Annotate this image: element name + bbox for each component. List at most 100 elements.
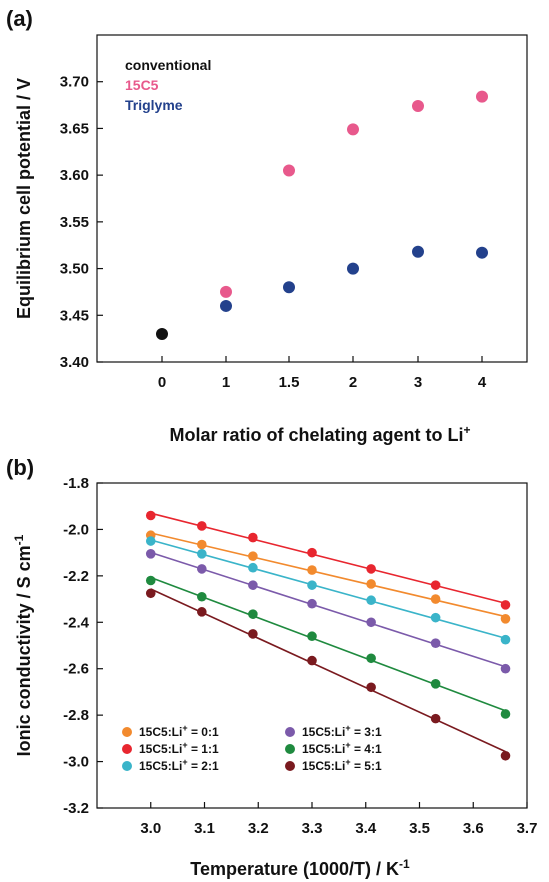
y-tick-label: -2.4 xyxy=(63,614,90,631)
data-point xyxy=(197,539,207,550)
fit-line xyxy=(150,512,506,605)
data-point xyxy=(366,564,376,574)
x-axis-label-main: Molar ratio of chelating agent to Li xyxy=(169,425,463,445)
y-tick-label: -2.6 xyxy=(63,661,89,678)
data-point xyxy=(366,617,376,628)
panel-label-a: (a) xyxy=(6,6,33,31)
x-tick-label: 3.2 xyxy=(248,820,269,837)
x-tick-label: 3.1 xyxy=(194,820,215,837)
y-tick-label: 3.40 xyxy=(60,354,89,371)
data-point xyxy=(307,565,317,575)
x-tick-label: 4 xyxy=(478,374,487,391)
data-point xyxy=(197,607,207,617)
data-point xyxy=(145,536,156,546)
y-tick-label: -3.2 xyxy=(63,800,89,817)
data-point xyxy=(248,562,258,573)
data-point xyxy=(366,579,376,589)
legend-entry: Triglyme xyxy=(125,97,183,113)
data-point xyxy=(248,551,258,561)
data-point xyxy=(430,594,441,604)
legend-entry-prefix: 15C5:Li xyxy=(302,725,345,739)
y-tick-label: 3.45 xyxy=(60,307,89,324)
legend-entry: 15C5:Li+ = 0:1 xyxy=(139,723,219,739)
legend-entry-suffix: = 3:1 xyxy=(351,725,382,739)
data-point xyxy=(197,549,207,559)
data-point xyxy=(430,580,441,590)
y-tick-label: 3.70 xyxy=(60,74,89,91)
x-axis-label: Molar ratio of chelating agent to Li+ xyxy=(169,423,470,445)
x-tick-label: 3.5 xyxy=(409,820,430,837)
legend-entry-prefix: 15C5:Li xyxy=(302,759,345,773)
fit-line xyxy=(150,539,506,639)
data-point xyxy=(500,600,511,610)
x-tick-label: 0 xyxy=(158,374,166,391)
data-point-conventional xyxy=(156,327,168,340)
data-point xyxy=(145,510,156,521)
data-point xyxy=(500,614,511,624)
data-point xyxy=(430,638,441,648)
y-tick-label: -2.0 xyxy=(63,521,89,538)
data-point xyxy=(307,547,317,558)
legend-marker xyxy=(285,727,295,737)
y-tick-label: -3.0 xyxy=(63,754,89,771)
data-point-triglyme xyxy=(476,246,488,259)
legend-marker xyxy=(122,744,132,754)
legend-entry-sup: + xyxy=(182,757,187,767)
fit-line xyxy=(150,576,506,712)
data-point-triglyme xyxy=(220,299,232,312)
data-point-triglyme xyxy=(412,245,424,258)
y-tick-label: 3.65 xyxy=(60,120,89,137)
y-axis-label: Ionic conductivity / S cm-1 xyxy=(12,534,34,756)
data-point xyxy=(430,679,441,689)
legend-entry: 15C5 xyxy=(125,77,159,93)
fit-line xyxy=(150,551,506,668)
data-point-15c5 xyxy=(347,123,359,136)
data-point-triglyme xyxy=(347,262,359,275)
data-point xyxy=(500,663,511,674)
legend-entry: conventional xyxy=(125,57,211,73)
legend-marker xyxy=(285,761,295,771)
y-tick-label: -1.8 xyxy=(63,475,89,492)
legend-entry-sup: + xyxy=(345,757,350,767)
legend-marker xyxy=(285,744,295,754)
y-axis-label: Equilibrium cell potential / V xyxy=(14,78,34,319)
panel-a: (a) 3.40 3.45 3.50 3.55 3.60 3.65 3.70 0 1 1.5 2 3 4 E… xyxy=(6,6,528,445)
data-point xyxy=(145,575,156,586)
data-point-15c5 xyxy=(476,90,488,103)
fit-line xyxy=(150,588,506,753)
legend-entry-sup: + xyxy=(182,740,187,750)
x-tick-label: 3.4 xyxy=(355,820,377,837)
x-tick-label: 1.5 xyxy=(279,374,300,391)
legend-entry: 15C5:Li+ = 4:1 xyxy=(302,740,382,756)
data-point xyxy=(500,709,511,719)
fit-line xyxy=(150,532,506,618)
legend-entry-prefix: 15C5:Li xyxy=(139,759,182,773)
legend-entry-suffix: = 0:1 xyxy=(188,725,219,739)
legend-entry-suffix: = 4:1 xyxy=(351,742,382,756)
y-tick-label: 3.55 xyxy=(60,214,89,231)
y-axis-label-main: Ionic conductivity / S cm xyxy=(14,545,34,756)
x-axis-label-sup: + xyxy=(464,423,471,437)
data-point xyxy=(145,549,156,559)
legend-entry-suffix: = 5:1 xyxy=(351,759,382,773)
panel-b: (b) -3.2 -3.0 -2.8 -2.6 -2.4 -2.2 -2.0 -1.8 3.0 3.… xyxy=(6,455,537,879)
data-point xyxy=(307,655,317,666)
data-point-15c5 xyxy=(283,164,295,177)
data-point xyxy=(197,521,207,531)
data-point xyxy=(500,750,511,761)
data-point xyxy=(307,631,317,642)
legend-entry: 15C5:Li+ = 2:1 xyxy=(139,757,219,773)
data-point-15c5 xyxy=(412,100,424,113)
legend-entry-prefix: 15C5:Li xyxy=(302,742,345,756)
data-point xyxy=(366,682,376,693)
data-point xyxy=(248,629,258,639)
data-point xyxy=(430,612,441,623)
data-point-15c5 xyxy=(220,285,232,298)
y-axis-label-sup: -1 xyxy=(12,534,26,545)
x-tick-label: 3.3 xyxy=(302,820,323,837)
legend-marker xyxy=(122,727,132,737)
data-point xyxy=(307,580,317,590)
data-point xyxy=(430,713,441,724)
x-tick-label: 3.0 xyxy=(140,820,161,837)
